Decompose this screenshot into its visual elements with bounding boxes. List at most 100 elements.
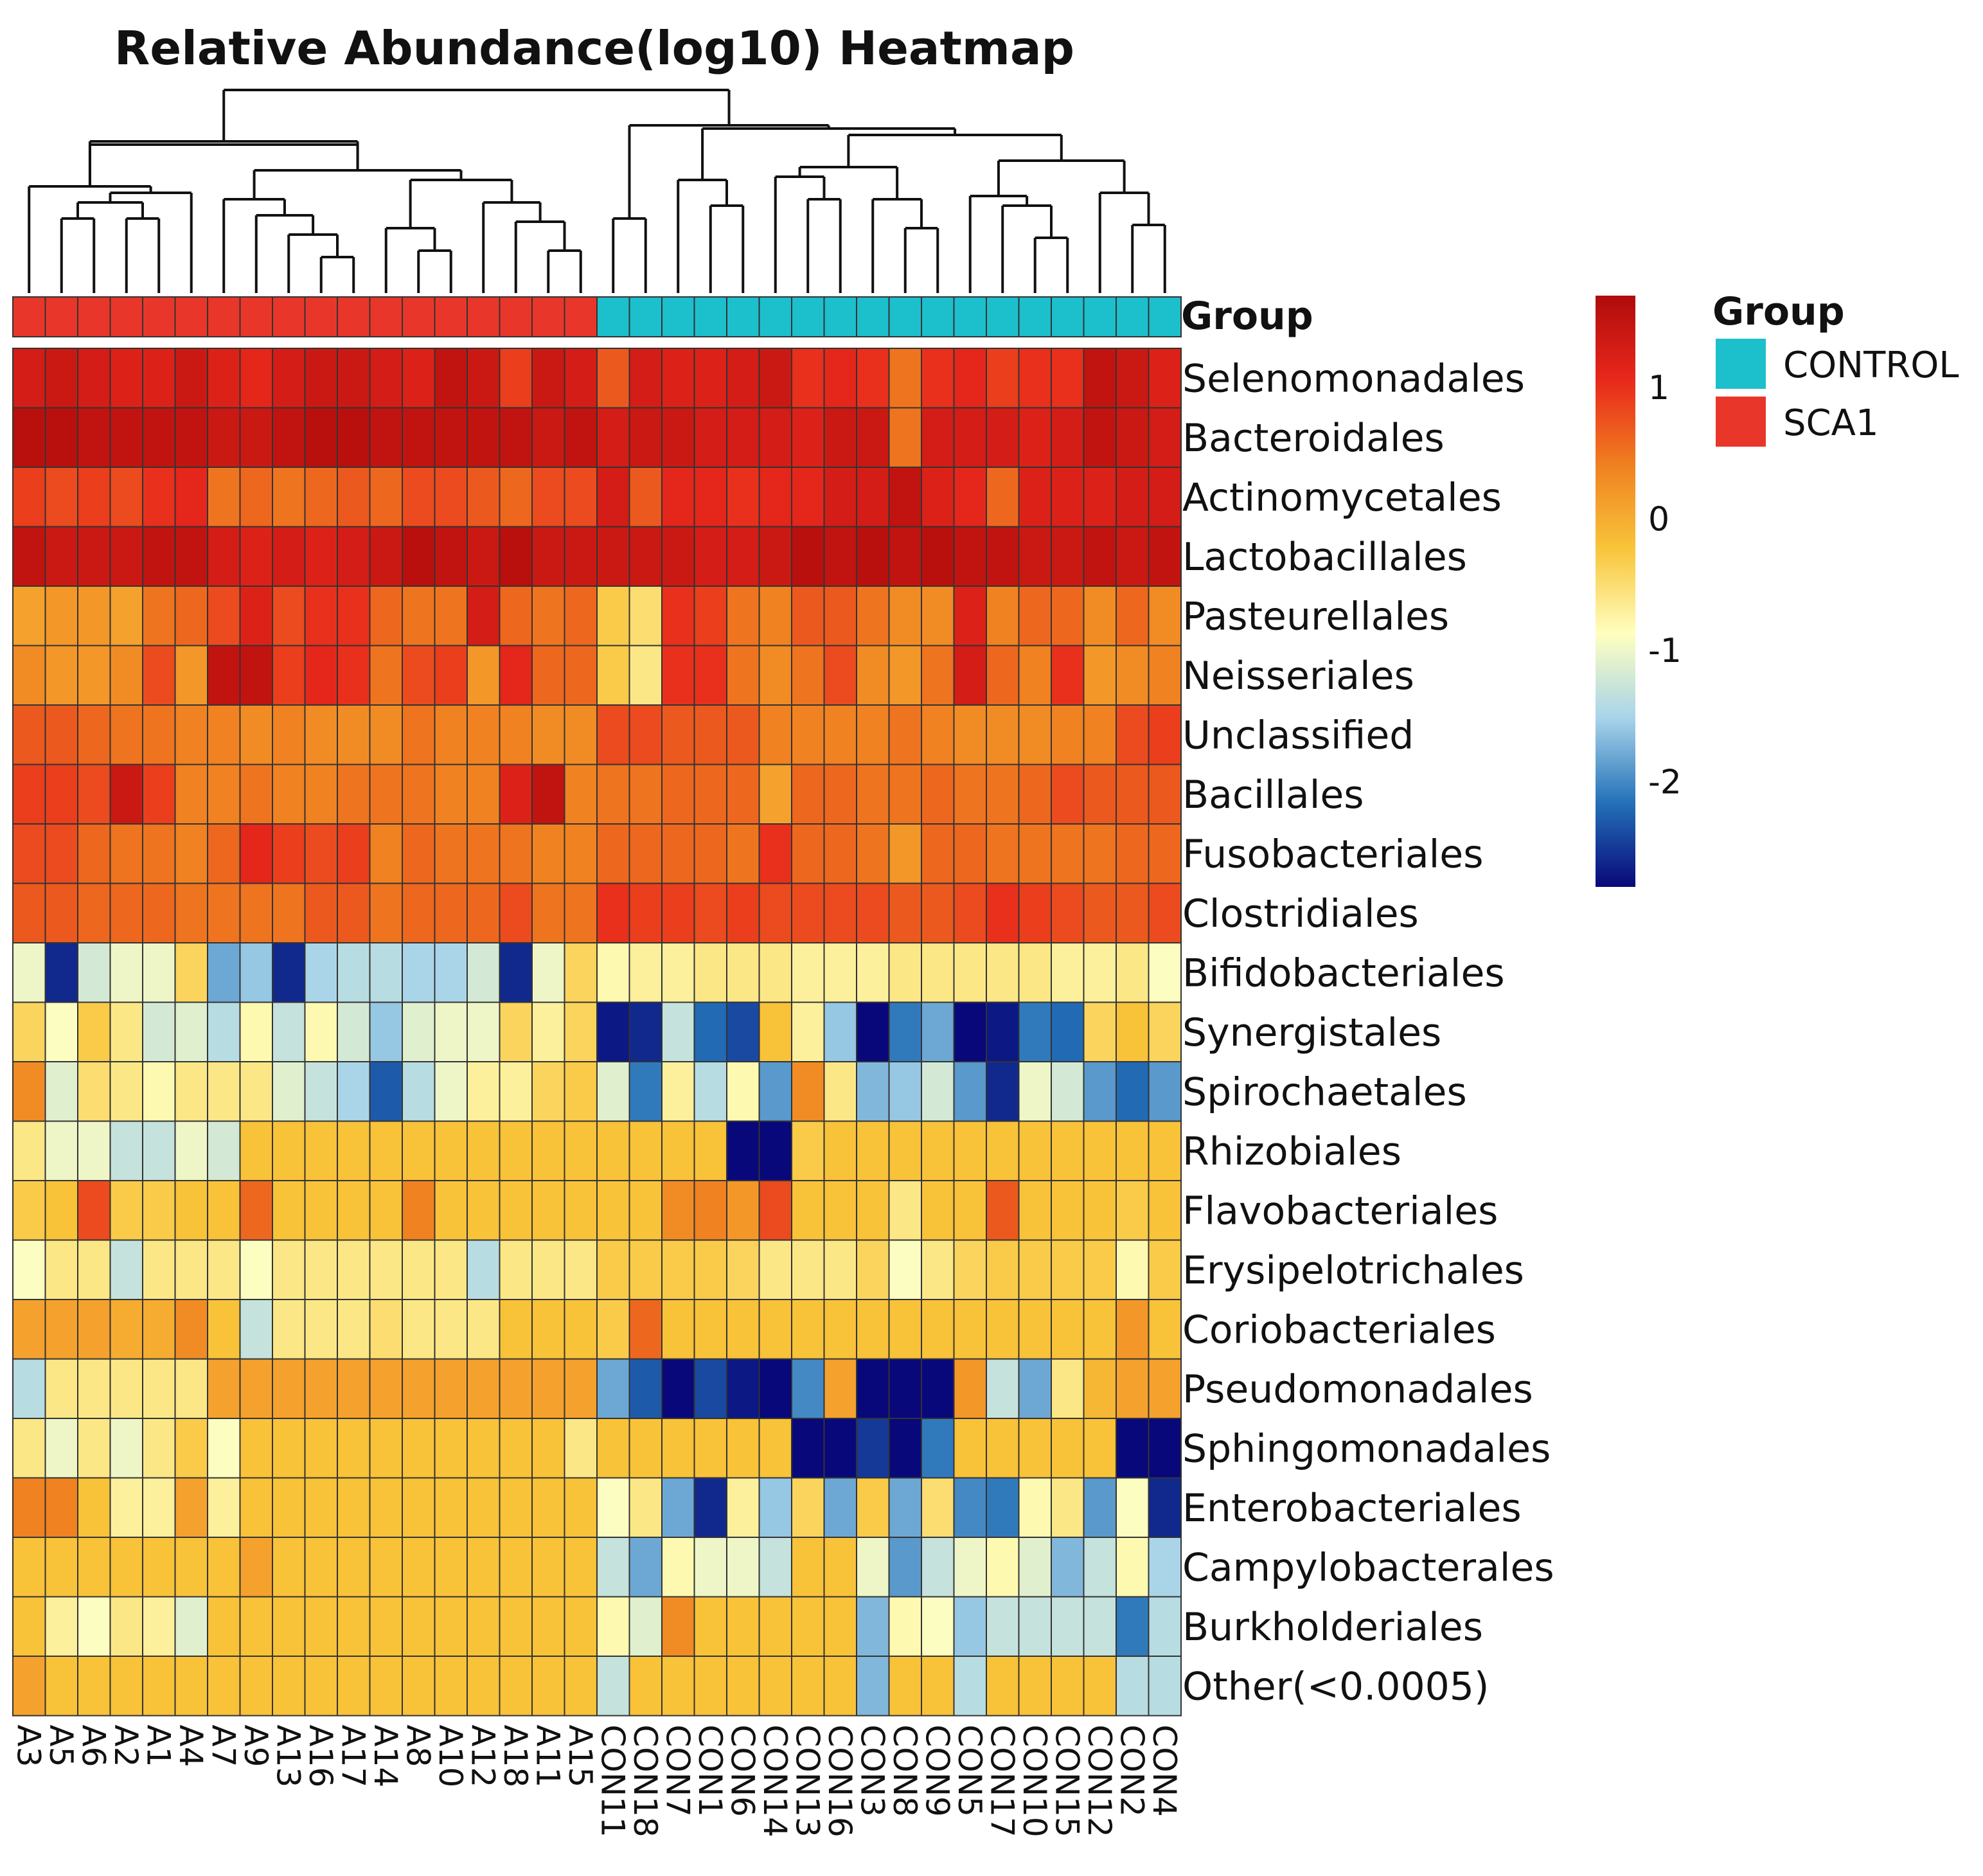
heatmap-cell [791, 467, 825, 528]
heatmap-cell [661, 348, 695, 409]
heatmap-cell [434, 1537, 468, 1598]
legend-label: CONTROL [1783, 344, 1959, 386]
heatmap-cell [142, 942, 176, 1003]
heatmap-cell [304, 645, 338, 706]
heatmap-cell [499, 1299, 533, 1360]
heatmap-cell [1083, 1120, 1117, 1181]
heatmap-cell [174, 1180, 208, 1241]
heatmap-cell [272, 942, 306, 1003]
heatmap-cell [467, 1596, 501, 1657]
heatmap-cell [499, 585, 533, 647]
heatmap-cell [1116, 526, 1150, 587]
heatmap-cell [1116, 1477, 1150, 1538]
heatmap-cell [1148, 1180, 1182, 1241]
heatmap-cell [369, 1120, 403, 1181]
heatmap-cell [921, 704, 955, 765]
heatmap-cell [142, 1537, 176, 1598]
heatmap-cell [44, 1239, 78, 1300]
heatmap-cell [564, 1061, 598, 1122]
group-cell [109, 296, 143, 337]
heatmap-cell [174, 407, 208, 468]
heatmap-cell [369, 1239, 403, 1300]
heatmap-cell [986, 1358, 1020, 1419]
column-label: CON15 [1048, 1725, 1085, 1837]
heatmap-cell [953, 1358, 987, 1419]
heatmap-cell [661, 1180, 695, 1241]
heatmap-cell [44, 467, 78, 528]
heatmap-cell [791, 1418, 825, 1479]
heatmap-cell [369, 1061, 403, 1122]
heatmap-cell [142, 1180, 176, 1241]
heatmap-cell [44, 1477, 78, 1538]
heatmap-cell [628, 1537, 662, 1598]
heatmap-cell [596, 823, 630, 884]
heatmap-cell [207, 1061, 241, 1122]
heatmap-cell [304, 823, 338, 884]
heatmap-cell [434, 1358, 468, 1419]
heatmap-cell [661, 1299, 695, 1360]
heatmap-cell [1083, 942, 1117, 1003]
heatmap-cell [499, 942, 533, 1003]
heatmap-cell [661, 1358, 695, 1419]
heatmap-cell [661, 823, 695, 884]
heatmap-cell [142, 348, 176, 409]
heatmap-cell [628, 704, 662, 765]
heatmap-cell [921, 942, 955, 1003]
heatmap-cell [1148, 1477, 1182, 1538]
heatmap-cell [1018, 1656, 1052, 1717]
heatmap-cell [531, 942, 565, 1003]
heatmap-cell [661, 1418, 695, 1479]
row-label: Fusobacteriales [1182, 832, 1483, 877]
heatmap-cell [467, 704, 501, 765]
heatmap-cell [44, 764, 78, 825]
heatmap-cell [856, 467, 890, 528]
heatmap-cell [109, 1299, 143, 1360]
heatmap-cell [888, 407, 922, 468]
heatmap-cell [758, 823, 792, 884]
heatmap-cell [369, 1358, 403, 1419]
heatmap-cell [628, 467, 662, 528]
heatmap-cell [1148, 1001, 1182, 1062]
legend-swatch [1713, 336, 1768, 391]
heatmap-cell [337, 1061, 371, 1122]
heatmap-cell [467, 1120, 501, 1181]
heatmap-cell [467, 942, 501, 1003]
row-label: Bacteroidales [1182, 416, 1445, 461]
heatmap-cell [44, 1656, 78, 1717]
legend-swatch [1713, 394, 1768, 449]
legend-label: SCA1 [1783, 402, 1879, 444]
heatmap-cell [596, 1537, 630, 1598]
heatmap-cell [1051, 704, 1085, 765]
heatmap-cell [77, 704, 111, 765]
heatmap-cell [77, 1001, 111, 1062]
heatmap-cell [726, 823, 760, 884]
heatmap-cell [888, 1418, 922, 1479]
heatmap-cell [402, 1418, 436, 1479]
heatmap-cell [304, 1656, 338, 1717]
heatmap-cell [207, 348, 241, 409]
heatmap-cell [921, 1001, 955, 1062]
heatmap-cell [12, 1239, 46, 1300]
heatmap-cell [402, 823, 436, 884]
heatmap-cell [596, 704, 630, 765]
group-cell [239, 296, 273, 337]
heatmap-cell [1116, 1596, 1150, 1657]
heatmap-cell [921, 1477, 955, 1538]
heatmap-cell [953, 1418, 987, 1479]
heatmap-cell [986, 882, 1020, 943]
heatmap-cell [531, 585, 565, 647]
heatmap-cell [142, 1001, 176, 1062]
heatmap-cell [1148, 704, 1182, 765]
heatmap-cell [531, 1418, 565, 1479]
heatmap-cell [239, 942, 273, 1003]
heatmap-cell [304, 1299, 338, 1360]
heatmap-cell [77, 1537, 111, 1598]
heatmap-cell [791, 1358, 825, 1419]
heatmap-cell [596, 1120, 630, 1181]
row-label: Burkholderiales [1182, 1605, 1483, 1650]
heatmap-cell [272, 1358, 306, 1419]
group-cell [1148, 296, 1182, 337]
heatmap-cell [272, 1239, 306, 1300]
heatmap-cell [239, 1596, 273, 1657]
heatmap-cell [142, 1656, 176, 1717]
